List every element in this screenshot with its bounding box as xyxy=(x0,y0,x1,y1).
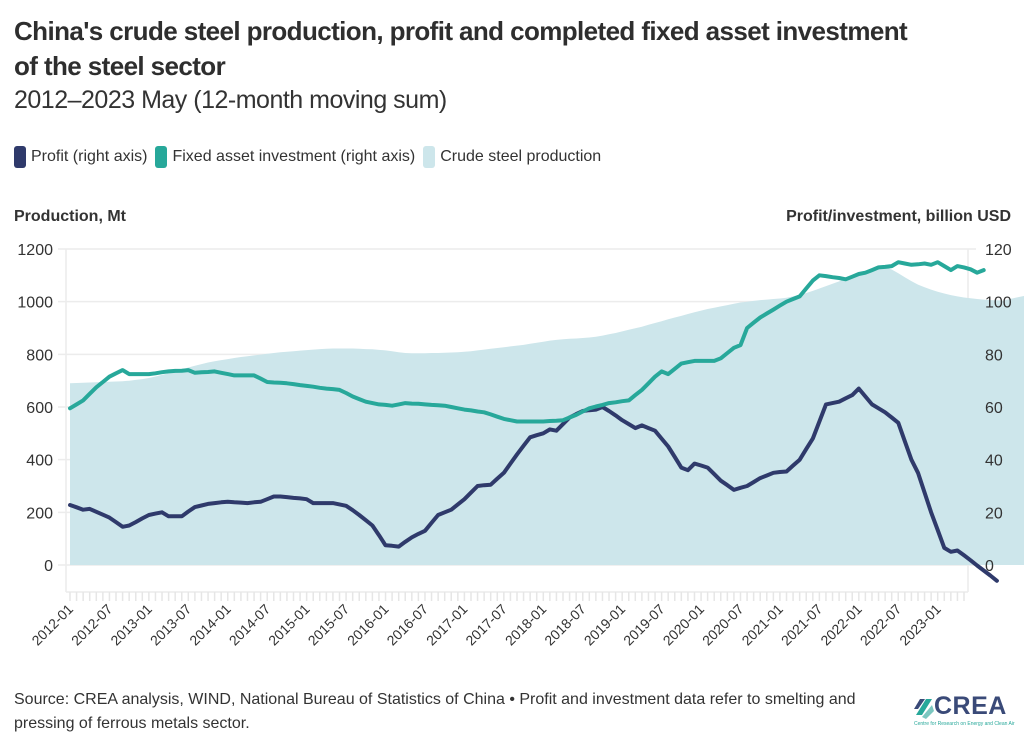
x-tick-label: 2020-01 xyxy=(660,601,708,649)
y-left-tick-label: 200 xyxy=(26,505,53,522)
chart-title: China's crude steel production, profit a… xyxy=(14,16,908,81)
legend-item-profit[interactable]: Profit (right axis) xyxy=(14,146,147,168)
left-axis-title: Production, Mt xyxy=(14,208,126,225)
investment-line xyxy=(68,260,986,424)
profit-line xyxy=(68,386,999,583)
legend-label-production: Crude steel production xyxy=(440,148,602,165)
crea-logo[interactable]: CREA Centre for Research on Energy and C… xyxy=(912,690,1015,730)
x-tick-label: 2016-07 xyxy=(383,601,431,649)
production-area xyxy=(70,266,1024,565)
x-tick-label: 2013-01 xyxy=(107,601,155,649)
x-tick-label: 2022-01 xyxy=(817,601,865,649)
y-left-tick-label: 600 xyxy=(26,400,53,417)
y-right-tick-label: 0 xyxy=(985,558,994,575)
x-tick-label: 2021-07 xyxy=(778,601,826,649)
y-left-tick-label: 1200 xyxy=(17,242,53,259)
y-right-tick-label: 100 xyxy=(985,295,1012,312)
x-tick-label: 2022-07 xyxy=(857,601,905,649)
y-left-tick-label: 400 xyxy=(26,453,53,470)
legend-swatch-profit xyxy=(14,146,26,168)
legend: Profit (right axis) Fixed asset investme… xyxy=(14,146,609,168)
y-left-tick-label: 0 xyxy=(44,558,53,575)
series-lines xyxy=(68,260,999,583)
y-left-tick-label: 800 xyxy=(26,347,53,364)
x-tick-label: 2017-07 xyxy=(462,601,510,649)
legend-label-investment: Fixed asset investment (right axis) xyxy=(172,148,416,165)
crea-leaf-icon xyxy=(914,699,934,719)
x-tick-label: 2014-07 xyxy=(226,601,274,649)
x-tick-label: 2019-07 xyxy=(620,601,668,649)
logo-tagline: Centre for Research on Energy and Clean … xyxy=(914,721,1015,727)
x-tick-label: 2013-07 xyxy=(147,601,195,649)
y-right-tick-label: 20 xyxy=(985,505,1003,522)
legend-label-profit: Profit (right axis) xyxy=(31,148,148,165)
y-left-tick-label: 1000 xyxy=(17,295,53,312)
production-area-group xyxy=(70,266,1024,565)
x-tick-label: 2021-01 xyxy=(738,601,786,649)
legend-swatch-production xyxy=(423,146,436,168)
y-right-tick-label: 40 xyxy=(985,453,1003,470)
x-tick-label: 2015-01 xyxy=(265,601,313,649)
x-tick-label: 2023-01 xyxy=(896,601,944,649)
x-tick-label: 2014-01 xyxy=(186,601,234,649)
y-right-tick-label: 120 xyxy=(985,242,1012,259)
x-tick-label: 2016-01 xyxy=(344,601,392,649)
x-tick-label: 2019-01 xyxy=(581,601,629,649)
logo-wordmark: CREA xyxy=(934,692,1007,720)
x-tick-label: 2018-01 xyxy=(502,601,550,649)
chart-subtitle: 2012–2023 May (12-month moving sum) xyxy=(14,86,447,114)
x-tick-label: 2018-07 xyxy=(541,601,589,649)
legend-item-production[interactable]: Crude steel production xyxy=(423,146,601,168)
x-tick-label: 2012-07 xyxy=(68,601,116,649)
x-tick-label: 2012-01 xyxy=(28,601,76,649)
x-tick-label: 2017-01 xyxy=(423,601,471,649)
legend-item-investment[interactable]: Fixed asset investment (right axis) xyxy=(155,146,415,168)
y-right-tick-label: 60 xyxy=(985,400,1003,417)
x-tick-label: 2020-07 xyxy=(699,601,747,649)
legend-swatch-investment xyxy=(155,146,168,168)
x-tick-label: 2015-07 xyxy=(305,601,353,649)
source-note: Source: CREA analysis, WIND, National Bu… xyxy=(14,691,856,732)
y-right-tick-label: 80 xyxy=(985,347,1003,364)
right-axis-title: Profit/investment, billion USD xyxy=(786,208,1011,225)
